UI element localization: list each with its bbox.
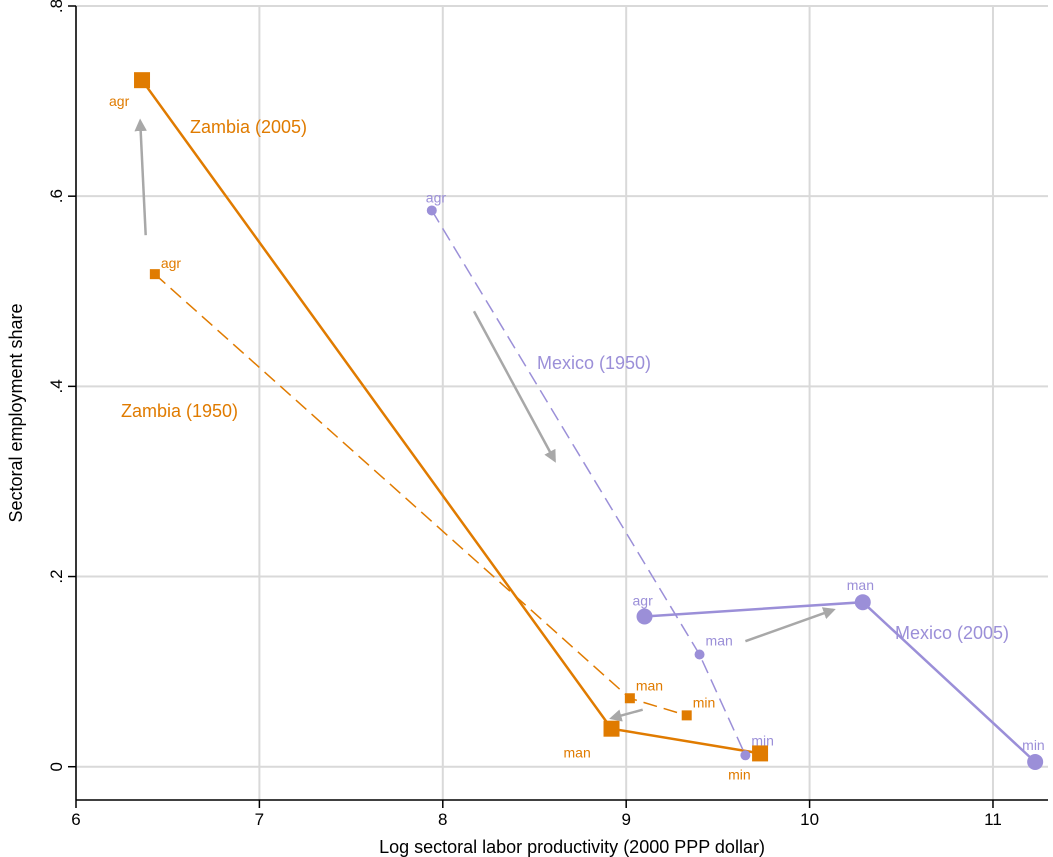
zambia-1950-point-label: agr — [161, 255, 182, 271]
x-tick-label: 7 — [255, 810, 264, 829]
mexico-2005-point-min — [1027, 753, 1044, 770]
y-tick-label: .8 — [47, 0, 66, 13]
mexico-1950-label: Mexico (1950) — [537, 353, 651, 373]
zambia-1950-line — [154, 273, 687, 717]
transition-arrow — [744, 607, 836, 643]
zambia-1950-point-min — [681, 710, 692, 721]
mexico-1950-point-label: min — [751, 732, 774, 748]
y-axis-title: Sectoral employment share — [6, 303, 26, 522]
zambia-2005-point-label: man — [564, 745, 591, 761]
zambia-1950-point-label: min — [693, 694, 716, 710]
x-tick-label: 8 — [438, 810, 447, 829]
mexico-1950-point-min — [740, 750, 751, 761]
zambia-1950-label: Zambia (1950) — [121, 401, 238, 421]
mexico-1950-point-agr — [426, 205, 437, 216]
x-tick-label: 9 — [621, 810, 630, 829]
zambia-1950-point-label: man — [636, 677, 663, 693]
mexico-2005-point-label: min — [1022, 737, 1045, 753]
labels: agr man min Zambia (2005) agr man min Zambia (1… — [109, 93, 1045, 782]
series — [134, 72, 1044, 770]
zambia-2005-point-agr — [134, 72, 151, 89]
mexico-2005-point-label: man — [847, 577, 874, 593]
x-axis-title: Log sectoral labor productivity (2000 PP… — [379, 837, 765, 857]
zambia-2005-point-label: min — [728, 766, 751, 782]
mexico-1950-point-label: agr — [426, 189, 447, 205]
transition-arrow — [609, 708, 644, 722]
zambia-2005-point-min — [752, 745, 769, 762]
y-tick-label: .6 — [47, 189, 66, 203]
ticks: 6 7 8 9 10 11 0 .2 .4 .6 .8 — [47, 0, 1002, 829]
mexico-2005-point-agr — [636, 608, 653, 625]
zambia-1950-point-man — [624, 693, 635, 704]
zambia-1950-point-agr — [149, 269, 160, 280]
mexico-1950-point-label: man — [706, 633, 733, 649]
mexico-1950-line — [431, 210, 747, 756]
arrows — [134, 118, 836, 722]
x-tick-label: 11 — [984, 810, 1002, 829]
gridlines — [75, 5, 1048, 800]
y-tick-label: .4 — [47, 379, 66, 393]
transition-arrow — [472, 310, 556, 463]
mexico-1950-point-man — [694, 649, 705, 660]
zambia-2005-point-label: agr — [109, 93, 130, 109]
x-tick-label: 6 — [71, 810, 80, 829]
zambia-2005-label: Zambia (2005) — [190, 117, 307, 137]
axes: Log sectoral labor productivity (2000 PP… — [6, 6, 1048, 857]
transition-arrow — [134, 118, 147, 236]
zambia-2005-point-man — [603, 720, 620, 737]
mexico-2005-label: Mexico (2005) — [895, 623, 1009, 643]
y-tick-label: .2 — [47, 569, 66, 583]
x-tick-label: 10 — [800, 810, 819, 829]
mexico-2005-point-man — [854, 594, 871, 611]
mexico-2005-point-label: agr — [633, 592, 654, 608]
y-tick-label: 0 — [47, 762, 66, 771]
